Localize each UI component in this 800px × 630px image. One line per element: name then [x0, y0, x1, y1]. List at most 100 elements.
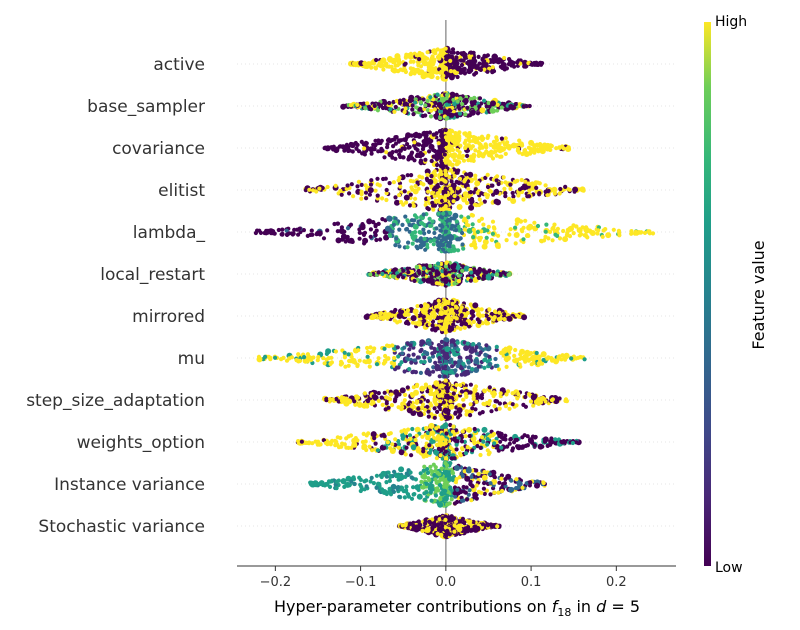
swarm-point — [466, 68, 472, 73]
swarm-point — [375, 196, 380, 201]
swarm-point — [458, 55, 463, 60]
swarm-point — [548, 442, 553, 447]
swarm-point — [326, 356, 331, 361]
swarm-point — [339, 192, 344, 197]
swarm-point — [396, 274, 401, 279]
swarm-point — [436, 298, 441, 303]
swarm-point — [629, 231, 634, 236]
swarm-point — [444, 279, 449, 284]
swarm-point — [431, 48, 438, 55]
swarm-point — [550, 238, 555, 243]
swarm-point — [471, 313, 476, 318]
swarm-point — [375, 182, 380, 187]
swarm-point — [543, 183, 548, 188]
swarm-point — [416, 320, 423, 327]
swarm-point — [421, 273, 426, 278]
swarm-point — [432, 194, 437, 199]
swarm-point — [373, 188, 378, 193]
swarm-point — [415, 355, 420, 360]
swarm-point — [572, 186, 579, 193]
swarm-point — [443, 354, 450, 360]
swarm-point — [402, 369, 407, 374]
swarm-point — [527, 103, 532, 109]
swarm-point — [425, 50, 430, 55]
swarm-point — [500, 62, 507, 68]
swarm-point — [411, 179, 416, 184]
swarm-point — [520, 435, 525, 440]
swarm-point — [481, 276, 486, 281]
swarm-point — [426, 207, 431, 212]
swarm-point — [368, 182, 374, 187]
swarm-point — [467, 131, 472, 136]
swarm-point — [523, 179, 528, 184]
swarm-point — [449, 357, 454, 362]
swarm-point — [408, 192, 413, 197]
swarm-point — [549, 143, 554, 149]
swarm-point — [297, 226, 302, 231]
swarm-point — [516, 146, 521, 151]
swarm-point — [412, 140, 417, 145]
swarm-point — [534, 60, 539, 65]
swarm-point — [443, 156, 448, 161]
swarm-point — [546, 192, 551, 197]
swarm-point — [534, 350, 539, 356]
swarm-point — [474, 180, 481, 187]
swarm-point — [409, 150, 415, 155]
swarm-point — [486, 100, 491, 106]
swarm-point — [485, 69, 490, 74]
swarm-point — [449, 338, 456, 345]
swarm-point — [412, 308, 419, 315]
swarm-point — [406, 240, 411, 245]
swarm-point — [584, 225, 589, 230]
swarm-point — [516, 193, 521, 198]
swarm-point — [454, 382, 459, 388]
swarm-point — [568, 225, 574, 232]
swarm-point — [438, 399, 443, 404]
swarm-point — [456, 204, 463, 210]
swarm-point — [472, 72, 477, 77]
swarm-point — [451, 322, 456, 327]
swarm-point — [470, 222, 475, 227]
swarm-point — [422, 407, 428, 412]
swarm-point — [496, 144, 501, 149]
swarm-point — [507, 406, 512, 411]
swarm-point — [441, 247, 446, 252]
swarm-point — [440, 177, 445, 182]
swarm-point — [352, 399, 357, 404]
swarm-point — [443, 179, 448, 184]
swarm-point — [444, 346, 451, 353]
swarm-point — [432, 230, 437, 236]
swarm-point — [483, 352, 488, 357]
swarm-point — [367, 192, 372, 197]
swarm-point — [395, 271, 400, 276]
swarm-point — [348, 433, 354, 438]
swarm-point — [481, 401, 486, 406]
feature-swarm-base_sampler — [340, 91, 532, 122]
swarm-point — [549, 356, 554, 361]
swarm-point — [494, 138, 499, 143]
swarm-point — [375, 176, 380, 181]
swarm-point — [450, 189, 455, 194]
swarm-point — [616, 228, 622, 233]
swarm-point — [467, 171, 474, 178]
swarm-point — [412, 278, 417, 283]
swarm-point — [462, 216, 467, 221]
swarm-point — [329, 360, 334, 365]
swarm-point — [434, 402, 439, 407]
swarm-point — [418, 220, 424, 226]
swarm-point — [344, 142, 349, 147]
swarm-point — [434, 269, 439, 274]
swarm-point — [301, 228, 306, 233]
swarm-point — [444, 146, 449, 151]
swarm-point — [438, 109, 443, 114]
swarm-point — [437, 53, 442, 58]
swarm-point — [476, 136, 481, 141]
swarm-point — [451, 199, 456, 204]
swarm-point — [571, 231, 576, 236]
swarm-point — [502, 101, 507, 107]
swarm-point — [546, 236, 551, 241]
swarm-point — [407, 203, 413, 208]
swarm-point — [369, 151, 374, 156]
swarm-point — [443, 186, 448, 192]
